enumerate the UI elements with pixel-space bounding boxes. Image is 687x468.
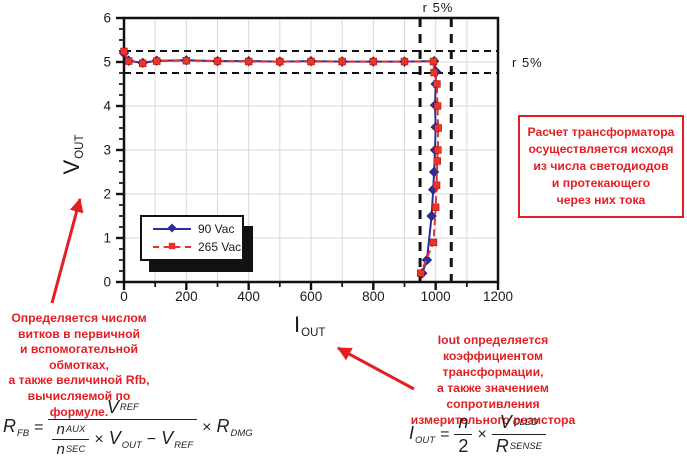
svg-text:1: 1 (103, 231, 111, 246)
formula-iout-vcled-over-rsense: V CLED R SENSE (491, 412, 546, 457)
chart-legend: 90 Vac 265 Vac (140, 215, 244, 261)
equals-sign: = (34, 418, 44, 436)
svg-text:6: 6 (103, 11, 111, 26)
formula-rfb-rhs: RDMG (216, 415, 253, 440)
y-axis-label-sub: OUT (74, 134, 86, 159)
svg-text:4: 4 (103, 99, 111, 114)
legend-item-90vac: 90 Vac (142, 222, 242, 236)
svg-text:200: 200 (175, 289, 198, 304)
svg-text:1200: 1200 (483, 289, 513, 304)
tolerance-label-right: r 5% (512, 55, 543, 70)
minus-sign: − (146, 430, 157, 448)
svg-text:600: 600 (300, 289, 323, 304)
legend-line-265vac-icon (153, 242, 191, 251)
formula-rfb: RFB = V REF n AUX n SEC × VOUT − VREF × RDM… (3, 397, 253, 458)
svg-text:800: 800 (362, 289, 385, 304)
x-axis-label-base: I (294, 312, 301, 337)
svg-text:400: 400 (237, 289, 260, 304)
svg-text:2: 2 (103, 187, 111, 202)
tolerance-label-top: r 5% (422, 0, 454, 15)
y-axis-label: VOUT (59, 107, 86, 203)
svg-text:1000: 1000 (421, 289, 451, 304)
formula-iout: IOUT = n 2 × V CLED R SENSE (409, 412, 546, 457)
x-axis-label-sub: OUT (301, 327, 326, 339)
x-axis-label: IOUT (294, 312, 326, 339)
legend-line-90vac-icon (153, 223, 191, 233)
note-iout-transform-ratio: Iout определяется коэффициентом трансфор… (410, 333, 576, 427)
formula-rfb-denominator: n AUX n SEC × VOUT − VREF (48, 421, 197, 458)
fraction-bar (491, 434, 546, 435)
svg-text:0: 0 (103, 275, 111, 290)
formula-rfb-turns-ratio: n AUX n SEC (52, 421, 90, 458)
legend-label-90vac: 90 Vac (198, 222, 235, 236)
note-box-transformer-calc: Расчет трансформатора осуществляется исх… (518, 115, 684, 218)
multiply-sign: × (202, 418, 212, 436)
formula-iout-lhs: IOUT (409, 422, 436, 447)
legend-item-265vac: 265 Vac (142, 240, 242, 254)
svg-text:5: 5 (103, 55, 111, 70)
multiply-sign: × (94, 430, 104, 448)
multiply-sign: × (477, 425, 487, 443)
formula-iout-n-over-2: n 2 (454, 412, 473, 457)
fraction-bar (454, 434, 473, 435)
equals-sign: = (440, 425, 450, 443)
y-axis-label-base: V (59, 159, 84, 175)
formula-rfb-fraction: V REF n AUX n SEC × VOUT − VREF (48, 397, 198, 458)
formula-rfb-lhs: RFB (3, 415, 30, 440)
note-rfb-windings: Определяется числом витков в первичной и… (8, 311, 150, 419)
legend-label-265vac: 265 Vac (198, 240, 242, 254)
svg-text:3: 3 (103, 143, 111, 158)
fraction-bar (48, 419, 198, 420)
note-box-transformer-calc-text: Расчет трансформатора осуществляется исх… (527, 125, 675, 207)
formula-rfb-numerator: V REF (106, 397, 139, 417)
fraction-bar (52, 439, 90, 440)
svg-text:0: 0 (120, 289, 128, 304)
